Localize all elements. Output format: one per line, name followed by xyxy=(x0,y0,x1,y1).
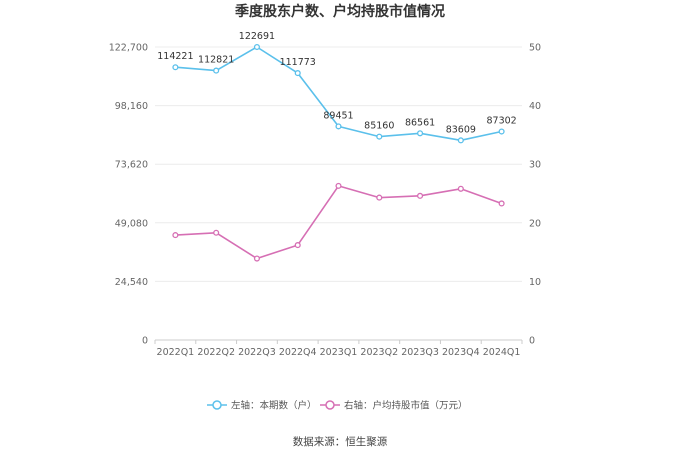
data-point xyxy=(376,194,383,201)
data-point xyxy=(253,255,260,262)
data-point xyxy=(417,192,424,199)
series-line-right xyxy=(175,185,502,260)
data-point xyxy=(172,232,179,239)
x-axis-tick-label: 2023Q3 xyxy=(401,347,439,358)
legend-marker xyxy=(212,400,222,410)
grid-lines xyxy=(155,46,522,341)
data-source: 数据来源：恒生聚源 xyxy=(293,435,388,448)
data-label: 85160 xyxy=(364,121,394,132)
x-axis-tick-label: 2024Q1 xyxy=(483,347,521,358)
x-axis-tick-label: 2022Q1 xyxy=(157,347,195,358)
left-axis-tick-label: 122,700 xyxy=(109,43,148,54)
data-point xyxy=(457,185,464,192)
x-axis-tick-label: 2023Q4 xyxy=(442,347,480,358)
data-point xyxy=(335,123,342,130)
data-point xyxy=(376,133,383,140)
x-axis-tick-label: 2022Q4 xyxy=(279,347,317,358)
x-axis-tick-label: 2023Q1 xyxy=(320,347,358,358)
left-axis-tick-label: 24,540 xyxy=(115,277,148,288)
data-point xyxy=(294,70,301,77)
data-label: 83609 xyxy=(446,124,476,135)
right-axis-tick-label: 0 xyxy=(529,336,535,347)
legend-label: 右轴：户均持股市值（万元） xyxy=(344,400,468,412)
data-point xyxy=(498,200,505,207)
x-axis-tick-label: 2022Q2 xyxy=(197,347,235,358)
left-axis-tick-label: 98,160 xyxy=(115,101,148,112)
data-label: 89451 xyxy=(323,110,353,121)
legend-marker xyxy=(325,400,335,410)
left-axis-tick-label: 49,080 xyxy=(115,218,148,229)
data-point xyxy=(172,64,179,71)
data-point xyxy=(417,130,424,137)
chart-title: 季度股东户数、户均持股市值情况 xyxy=(234,3,445,20)
data-label: 122691 xyxy=(239,31,275,42)
data-point xyxy=(253,43,260,51)
data-label: 111773 xyxy=(280,57,316,68)
x-axis-tick-label: 2022Q3 xyxy=(238,347,276,358)
data-point xyxy=(294,242,301,249)
data-point xyxy=(213,229,220,236)
legend: 左轴：本期数（户） 右轴：户均持股市值（万元） xyxy=(207,400,468,412)
series-layer: 114221 112821 122691 111773 89451 85160 86561 8… xyxy=(157,31,517,262)
data-label: 87302 xyxy=(486,116,516,127)
data-label: 114221 xyxy=(157,51,193,62)
data-label: 86561 xyxy=(405,117,435,128)
data-point xyxy=(498,128,505,135)
data-point xyxy=(213,67,220,74)
right-axis-tick-label: 40 xyxy=(529,101,541,112)
right-axis-tick-label: 10 xyxy=(529,277,541,288)
left-axis-tick-label: 73,620 xyxy=(115,160,148,171)
data-point xyxy=(457,137,464,144)
right-axis-tick-label: 20 xyxy=(529,218,541,229)
axes: 0 24,540 49,080 73,620 98,160 122,700 0 10 20 30 4… xyxy=(109,43,541,359)
x-axis-tick-label: 2023Q2 xyxy=(360,347,398,358)
left-axis-tick-label: 0 xyxy=(142,336,148,347)
data-point xyxy=(335,182,342,189)
data-label: 112821 xyxy=(198,55,234,66)
right-axis-tick-label: 30 xyxy=(529,160,541,171)
right-axis-tick-label: 50 xyxy=(529,43,541,54)
legend-label: 左轴：本期数（户） xyxy=(231,400,317,412)
